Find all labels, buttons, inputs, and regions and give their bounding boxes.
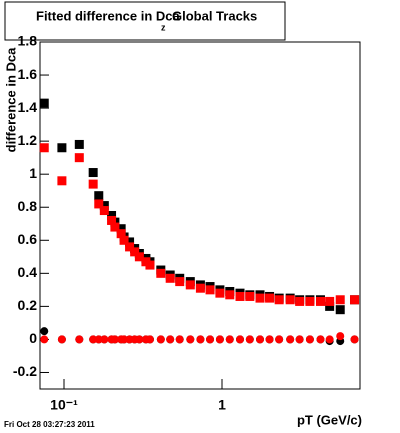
chart-title-subscript: z [161, 22, 166, 32]
marker [125, 242, 135, 252]
marker [285, 295, 295, 305]
marker [40, 335, 49, 344]
footer: Fri Oct 28 03:27:23 2011 [4, 420, 95, 429]
marker [116, 229, 126, 239]
marker [215, 335, 224, 344]
marker [350, 295, 360, 305]
marker [275, 335, 284, 344]
chart-title-suffix: Global Tracks [172, 8, 257, 23]
marker [130, 247, 140, 257]
y-tick-label: 0.2 [18, 297, 38, 313]
marker [185, 280, 195, 290]
chart-title: Fitted difference in Dca [36, 8, 181, 23]
marker [245, 291, 255, 301]
marker [116, 224, 126, 234]
marker [336, 332, 345, 341]
x-tick-label: 1 [218, 397, 226, 413]
marker [99, 201, 109, 211]
marker [236, 335, 245, 344]
y-tick-label: 0.4 [18, 264, 38, 280]
marker [100, 335, 109, 344]
y-axis-label: difference in Dca [3, 47, 18, 153]
marker [107, 215, 117, 225]
marker [196, 335, 205, 344]
y-tick-label: 0 [29, 330, 37, 346]
marker [305, 296, 315, 306]
marker [57, 335, 66, 344]
marker [265, 293, 275, 303]
marker [39, 143, 49, 153]
marker [89, 335, 98, 344]
marker [99, 206, 109, 216]
marker [315, 296, 325, 306]
marker [119, 235, 129, 245]
y-tick-label: 1.2 [18, 132, 38, 148]
marker [175, 335, 184, 344]
y-tick-label: 1 [29, 165, 37, 181]
y-tick-label: 1.4 [18, 99, 38, 115]
marker [175, 277, 185, 287]
y-tick-label: 0.6 [18, 231, 38, 247]
marker [205, 285, 215, 295]
x-axis-label: pT (GeV/c) [297, 412, 362, 427]
marker [316, 335, 325, 344]
marker [165, 273, 175, 283]
marker [40, 327, 49, 336]
marker [245, 335, 254, 344]
marker [39, 98, 49, 108]
marker [125, 237, 135, 247]
marker [74, 153, 84, 163]
marker [335, 305, 345, 315]
marker [325, 296, 335, 306]
marker [325, 301, 335, 311]
marker [57, 176, 67, 186]
y-tick-label: 1.6 [18, 66, 38, 82]
marker [156, 335, 165, 344]
marker [166, 335, 175, 344]
marker [215, 288, 225, 298]
marker [325, 335, 334, 344]
marker [274, 295, 284, 305]
marker [107, 211, 117, 220]
marker [75, 335, 84, 344]
x-tick-label: 10⁻¹ [50, 397, 78, 413]
marker [74, 139, 84, 149]
marker [235, 291, 245, 301]
marker [57, 143, 67, 153]
marker [350, 335, 359, 344]
marker [265, 335, 274, 344]
marker [120, 335, 129, 344]
marker [88, 179, 98, 189]
marker [186, 335, 195, 344]
marker [88, 168, 98, 178]
marker [110, 222, 120, 232]
marker [110, 335, 119, 344]
marker [195, 283, 205, 293]
y-tick-label: 0.8 [18, 198, 38, 214]
marker [255, 293, 265, 303]
marker [286, 335, 295, 344]
marker [225, 290, 235, 300]
marker [156, 268, 166, 278]
y-tick-label: -0.2 [13, 363, 37, 379]
marker [295, 335, 304, 344]
plot-frame [39, 41, 361, 390]
marker [225, 335, 234, 344]
title-box [4, 1, 286, 41]
marker [295, 296, 305, 306]
marker [94, 191, 104, 201]
marker [256, 335, 265, 344]
marker [135, 335, 144, 344]
marker [134, 252, 144, 262]
marker [206, 335, 215, 344]
y-tick-label: 1.8 [18, 33, 38, 49]
marker [335, 295, 345, 305]
marker [94, 335, 103, 344]
marker [305, 335, 314, 344]
marker [145, 335, 154, 344]
marker [94, 199, 104, 209]
marker [145, 260, 155, 270]
